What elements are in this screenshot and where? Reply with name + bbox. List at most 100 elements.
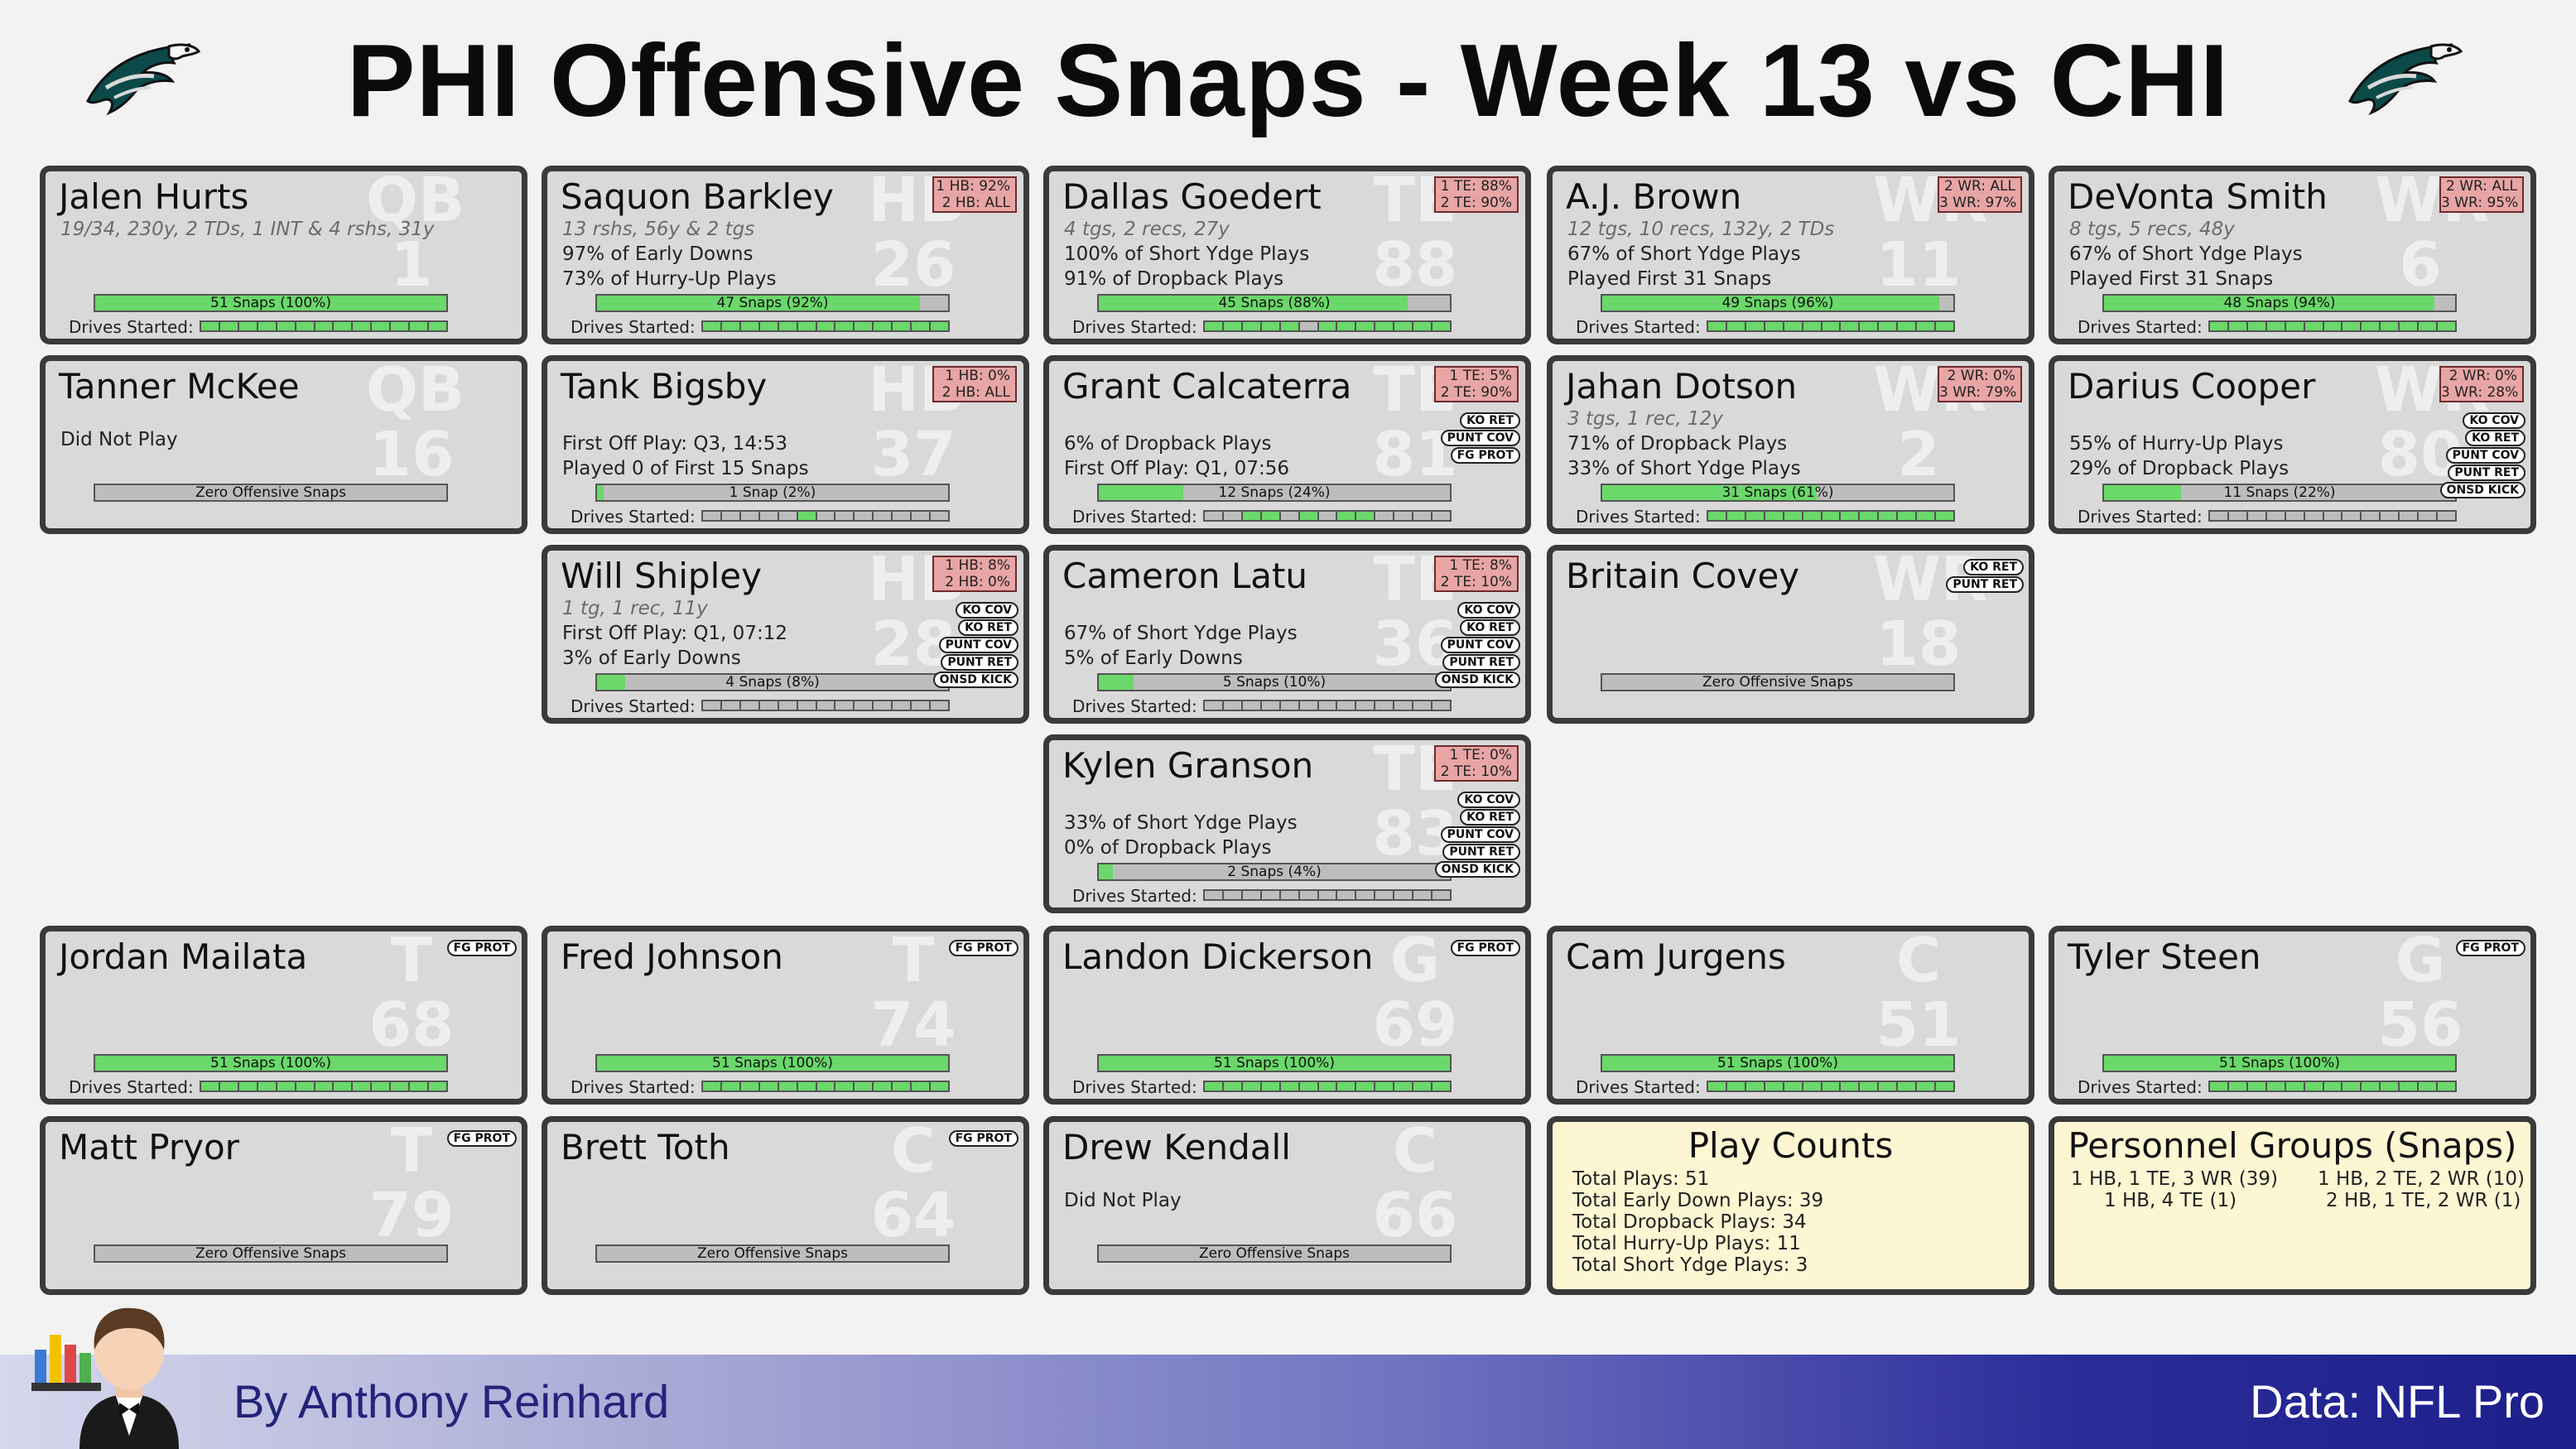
drive-segment [1337,512,1357,520]
special-teams-tag: KO COV [1457,792,1520,808]
snap-share-fill [1099,1056,1450,1071]
position-label: C [1895,926,1942,996]
drive-segment [1224,701,1243,710]
player-name: Tanner McKee [59,366,300,407]
player-card: T 74 Fred Johnson 51 Snaps (100%) Drives Sta… [542,926,1029,1105]
personnel-pct-line: 1 HB: 92% [936,178,1010,195]
special-teams-tags: FG PROT [948,940,1018,956]
player-usage-line: 0% of Dropback Plays [1064,837,1272,859]
drive-segment [1299,1082,1319,1090]
snap-share-fill [1602,485,1817,500]
drive-segment [874,322,893,330]
drive-segment [1205,512,1224,520]
drive-segment [2286,512,2305,520]
drive-segment [1261,1082,1281,1090]
butler-mascot-icon [31,1307,179,1449]
snap-count-label: 51 Snaps (100%) [1717,1055,1838,1071]
jersey-number: 51 [1875,989,1962,1061]
drive-segment [893,1082,912,1090]
snap-share-fill [95,296,446,310]
player-card: C 51 Cam Jurgens 51 Snaps (100%) Drives Star… [1547,926,2034,1105]
snap-share-bar: Zero Offensive Snaps [94,484,448,502]
drives-started-label: Drives Started: [571,696,696,716]
drive-segment [835,512,855,520]
snap-share-bar: Zero Offensive Snaps [1601,673,1955,691]
drives-started-bar [200,320,448,332]
position-label: QB [366,355,465,426]
special-teams-tags: FG PROT [446,940,517,956]
drive-segment [1726,1082,1746,1090]
drive-segment [1803,1082,1822,1090]
personnel-pct-badge: 1 TE: 88% 2 TE: 90% [1434,176,1519,213]
special-teams-tag: KO RET [1460,619,1520,636]
snap-share-fill [597,485,604,500]
personnel-pct-line: 2 TE: 10% [1440,574,1512,590]
player-card: WR 80 Darius Cooper 55% of Hurry-Up Plays 29… [2049,355,2536,534]
drive-segment [334,322,354,330]
personnel-pct-line: 2 WR: ALL [2445,178,2517,195]
drive-segment [1223,1082,1243,1090]
jersey-number: 16 [368,419,455,490]
drive-segment [2323,1082,2343,1090]
special-teams-tags: FG PROT [1450,940,1520,956]
drives-started-bar [701,510,950,522]
position-label: G [2395,926,2446,996]
drives-started-bar [1707,320,1955,332]
play-count-line: Total Short Ydge Plays: 3 [1572,1254,1808,1276]
drive-segment [429,322,446,330]
did-not-play-label: Did Not Play [60,429,178,450]
drive-segment [740,1082,760,1090]
drive-segment [1936,322,1953,330]
special-teams-tag: KO RET [958,619,1018,636]
jersey-number: 88 [1372,229,1458,301]
drive-segment [2362,1082,2381,1090]
personnel-group-line: 1 HB, 1 TE, 3 WR (39) [2071,1168,2278,1190]
drive-segment [1243,891,1262,899]
special-teams-tags: KO RET PUNT COV FG PROT [1440,412,1520,464]
drive-segment [315,1082,335,1090]
drives-started-label: Drives Started: [2078,317,2203,337]
drive-segment [931,1082,948,1090]
personnel-pct-badge: 2 WR: 0% 3 WR: 28% [2439,366,2524,402]
snap-share-fill [597,296,921,310]
snap-share-bar: Zero Offensive Snaps [595,1244,950,1263]
player-usage-line: 33% of Short Ydge Plays [1064,812,1298,834]
position-watermark: T 74 [868,932,959,1057]
drive-segment [1394,891,1414,899]
drive-segment [2381,322,2400,330]
drive-segment [1281,512,1300,520]
personnel-pct-line: 2 WR: ALL [1943,178,2015,195]
snap-share-fill [2104,485,2182,500]
personnel-groups-title: Personnel Groups (Snaps) [2068,1125,2517,1166]
drive-segment [1375,322,1395,330]
drive-segment [1841,322,1861,330]
snap-count-label: 4 Snaps (8%) [725,674,820,691]
player-usage-line: 91% of Dropback Plays [1064,268,1284,290]
drive-segment [1223,322,1243,330]
drive-segment [1242,1082,1262,1090]
drive-segment [1262,891,1281,899]
drives-started-label: Drives Started: [1072,696,1197,716]
snap-count-label: 47 Snaps (92%) [716,295,829,311]
snap-share-fill [2104,296,2434,310]
drive-segment [1299,512,1319,520]
drive-segment [817,701,836,710]
drive-segment [1394,701,1414,710]
snap-count-label: 1 Snap (2%) [729,484,816,501]
personnel-pct-line: 2 TE: 10% [1440,763,1512,780]
drives-started-label: Drives Started: [1576,1077,1701,1097]
player-usage-line: First Off Play: Q1, 07:56 [1064,458,1289,479]
drive-segment [296,322,315,330]
drive-segment [1708,322,1727,330]
personnel-pct-badge: 1 TE: 8% 2 TE: 10% [1434,556,1519,592]
drive-segment [1205,322,1224,330]
player-name: Kylen Granson [1062,745,1314,786]
drive-segment [817,512,836,520]
drive-segment [1356,701,1376,710]
snap-count-label: Zero Offensive Snaps [195,484,346,501]
drives-started-label: Drives Started: [69,317,194,337]
drive-segment [2210,1082,2229,1090]
did-not-play-label: Did Not Play [1064,1190,1182,1211]
jersey-number: 69 [1372,989,1458,1061]
drive-segment [2381,1082,2400,1090]
